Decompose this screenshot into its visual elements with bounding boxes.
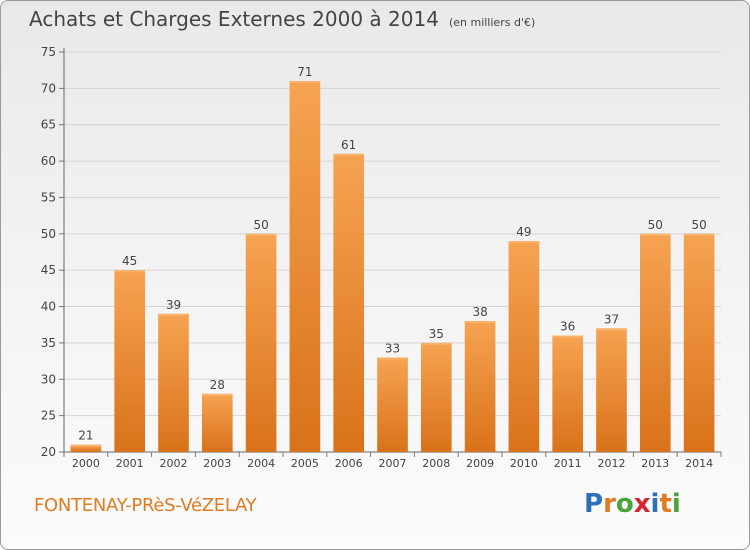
y-tick-label: 50 [41, 227, 56, 241]
bar-highlight [114, 270, 146, 273]
data-label: 33 [385, 341, 400, 355]
data-label: 36 [560, 320, 575, 334]
y-tick-labels: 20 25 30 35 40 45 50 55 60 65 70 75 [41, 45, 56, 459]
bars [70, 81, 715, 452]
bar-highlight [464, 321, 496, 324]
data-label: 49 [516, 225, 531, 239]
bar [201, 393, 233, 452]
bar-highlight [245, 233, 277, 236]
bar-highlight [158, 313, 189, 316]
logo-letter: i [650, 489, 660, 519]
x-tick-label: 2012 [598, 457, 626, 470]
y-tick-label: 55 [41, 190, 56, 204]
x-tick-label: 2004 [247, 457, 275, 470]
bar-highlight [420, 342, 452, 345]
data-label: 50 [253, 218, 268, 232]
y-tick-label: 40 [41, 300, 56, 314]
bar-highlight [289, 81, 321, 84]
x-tick-label: 2006 [335, 457, 363, 470]
bar-highlight [333, 153, 365, 156]
bar [158, 313, 189, 452]
data-labels: 21 45 39 28 50 71 61 33 35 38 49 36 37 50 50 [78, 65, 706, 443]
data-label: 45 [122, 254, 137, 268]
logo-letter: o [615, 489, 634, 519]
bar [70, 444, 102, 452]
data-label: 38 [472, 305, 487, 319]
data-label: 50 [648, 218, 663, 232]
bar-highlight [508, 241, 540, 244]
x-tick-label: 2002 [160, 457, 188, 470]
data-label: 35 [429, 327, 444, 341]
y-tick-label: 70 [41, 81, 56, 95]
logo-letter: i [671, 489, 681, 519]
commune-name: FONTENAY-PRèS-VéZELAY [34, 495, 257, 516]
bar [420, 342, 452, 452]
unit-note: (en milliers d'€) [448, 16, 536, 29]
y-tick-label: 45 [41, 263, 56, 277]
data-label: 21 [78, 429, 93, 443]
data-label: 39 [166, 298, 181, 312]
data-label: 61 [341, 138, 356, 152]
bar-highlight [70, 444, 102, 447]
logo-letter: x [633, 489, 651, 519]
bar [552, 335, 584, 452]
y-tick-label: 75 [41, 45, 56, 59]
bar-highlight [596, 328, 627, 331]
y-tick-label: 20 [41, 445, 56, 459]
data-label: 28 [210, 378, 225, 392]
data-label: 37 [604, 312, 619, 326]
proxiti-logo: Proxiti [584, 489, 681, 519]
y-tick-label: 65 [41, 118, 56, 132]
bar [508, 241, 540, 452]
x-tick-label: 2008 [422, 457, 450, 470]
data-label: 50 [691, 218, 706, 232]
y-tick-label: 25 [41, 409, 56, 423]
bar [289, 81, 321, 452]
x-tick-label: 2003 [203, 457, 231, 470]
bar [114, 270, 146, 452]
y-tick-label: 30 [41, 372, 56, 386]
bar-highlight [639, 233, 671, 236]
logo-letter: P [584, 489, 604, 519]
x-tick-labels: 2000 2001 2002 2003 2004 2005 2006 2007 2008 2009… [72, 457, 713, 470]
logo-letter: t [659, 489, 672, 519]
y-tick-label: 35 [41, 336, 56, 350]
bar [245, 233, 277, 452]
bar-highlight [377, 357, 408, 360]
x-tick-label: 2000 [72, 457, 100, 470]
bar [683, 233, 715, 452]
x-tick-label: 2010 [510, 457, 538, 470]
logo-letter: r [603, 489, 616, 519]
bar [377, 357, 408, 452]
bar [596, 328, 627, 452]
bar-highlight [552, 335, 584, 338]
y-tick-label: 60 [41, 154, 56, 168]
x-tick-label: 2005 [291, 457, 319, 470]
x-tick-label: 2009 [466, 457, 494, 470]
bar-highlight [201, 393, 233, 396]
bar-highlight [683, 233, 715, 236]
x-tick-label: 2007 [379, 457, 407, 470]
x-tick-label: 2013 [641, 457, 669, 470]
x-tick-label: 2011 [554, 457, 582, 470]
bar [639, 233, 671, 452]
bar [333, 153, 365, 452]
x-tick-label: 2001 [116, 457, 144, 470]
bar [464, 321, 496, 452]
data-label: 71 [297, 65, 312, 79]
chart-title: Achats et Charges Externes 2000 à 2014 (e… [29, 7, 535, 31]
chart-title-text: Achats et Charges Externes 2000 à 2014 [29, 7, 439, 31]
x-tick-label: 2014 [685, 457, 713, 470]
